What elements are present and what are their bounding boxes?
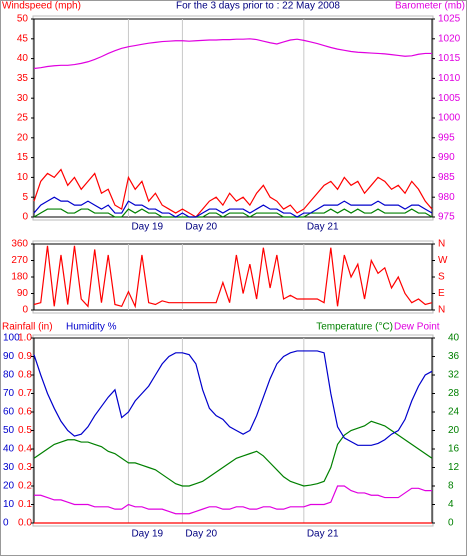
y-tick-label: 50 [3,425,15,436]
y2-tick-label: 1005 [438,93,461,104]
y-tick-label: 50 [17,14,29,25]
y2-tick-label: 4 [448,499,454,510]
axis-label: Barometer (mb) [395,1,465,12]
y-tick-label: 0 [22,305,28,316]
series-line [33,350,433,446]
y3-tick-label: 0.0 [18,518,32,529]
y2-tick-label: 8 [448,481,454,492]
y-tick-label: 45 [17,33,29,44]
y2-tick-label: 1010 [438,73,461,84]
axis-label: Humidity % [66,322,117,333]
y-tick-label: 35 [17,73,29,84]
y2-tick-label: W [438,255,448,266]
series-line [33,38,432,70]
y-tick-label: 70 [3,388,15,399]
y-tick-label: 0 [22,212,28,223]
series-line [33,208,433,218]
y2-tick-label: 20 [448,425,460,436]
axis-label: Temperature (°C) [316,322,393,333]
y2-tick-label: 0 [448,518,454,529]
y3-tick-label: 0.8 [18,370,32,381]
y3-tick-label: 0.9 [18,351,32,362]
y2-tick-label: 975 [438,212,455,223]
y2-tick-label: 995 [438,132,455,143]
y-tick-label: 10 [3,499,15,510]
y3-tick-label: 0.2 [18,481,32,492]
chart-title: For the 3 days prior to : 22 May 2008 [176,1,340,12]
y2-tick-label: 990 [438,152,455,163]
y2-tick-label: 36 [448,351,460,362]
series-line [33,168,433,218]
y-tick-label: 80 [3,370,15,381]
y2-tick-label: 32 [448,370,460,381]
y3-tick-label: 0.7 [18,388,32,399]
y2-tick-label: 12 [448,462,460,473]
y2-tick-label: 1000 [438,113,461,124]
y2-tick-label: 16 [448,444,460,455]
y-tick-label: 30 [17,93,29,104]
y3-tick-label: 0.3 [18,462,32,473]
x-tick-label: Day 19 [131,222,163,233]
series-line [33,196,433,218]
y-tick-label: 5 [22,192,28,203]
y-tick-label: 40 [17,53,29,64]
y-tick-label: 15 [17,152,29,163]
y-tick-label: 0 [3,518,9,529]
series-line [33,245,433,309]
y2-tick-label: N [438,239,445,250]
y3-tick-label: 0.5 [18,425,32,436]
series-line [34,485,432,515]
x-tick-label: Day 20 [185,222,217,233]
y-tick-label: 20 [17,132,29,143]
y3-tick-label: 0.1 [18,499,32,510]
y2-tick-label: 985 [438,172,455,183]
y2-tick-label: 40 [448,333,460,344]
x-tick-label: Day 20 [185,529,217,540]
axis-label: Rainfall (in) [2,322,53,333]
x-tick-label: Day 21 [307,529,339,540]
y2-tick-label: 1015 [438,53,461,64]
y-tick-label: 30 [3,462,15,473]
y3-tick-label: 0.4 [18,444,32,455]
y2-tick-label: 24 [448,407,460,418]
series-line [33,420,433,487]
y-tick-label: 100 [3,333,20,344]
y2-tick-label: 1020 [438,33,461,44]
y2-tick-label: 28 [448,388,460,399]
y2-tick-label: S [438,272,445,283]
y2-tick-label: 980 [438,192,455,203]
y-tick-label: 90 [17,288,29,299]
y3-tick-label: 0.6 [18,407,32,418]
y2-tick-label: N [438,305,445,316]
y3-tick-label: 1.0 [18,333,32,344]
y2-tick-label: E [438,288,445,299]
y2-tick-label: 1025 [438,14,461,25]
y-tick-label: 90 [3,351,15,362]
x-tick-label: Day 21 [307,222,339,233]
y-tick-label: 20 [3,481,15,492]
y-tick-label: 270 [11,255,28,266]
series-label: Dew Point [394,322,440,333]
y-tick-label: 60 [3,407,15,418]
axis-label: Windspeed (mph) [2,1,81,12]
y-tick-label: 10 [17,172,29,183]
y-tick-label: 40 [3,444,15,455]
y-tick-label: 180 [11,272,28,283]
x-tick-label: Day 19 [131,529,163,540]
y-tick-label: 25 [17,113,29,124]
y-tick-label: 360 [11,239,28,250]
